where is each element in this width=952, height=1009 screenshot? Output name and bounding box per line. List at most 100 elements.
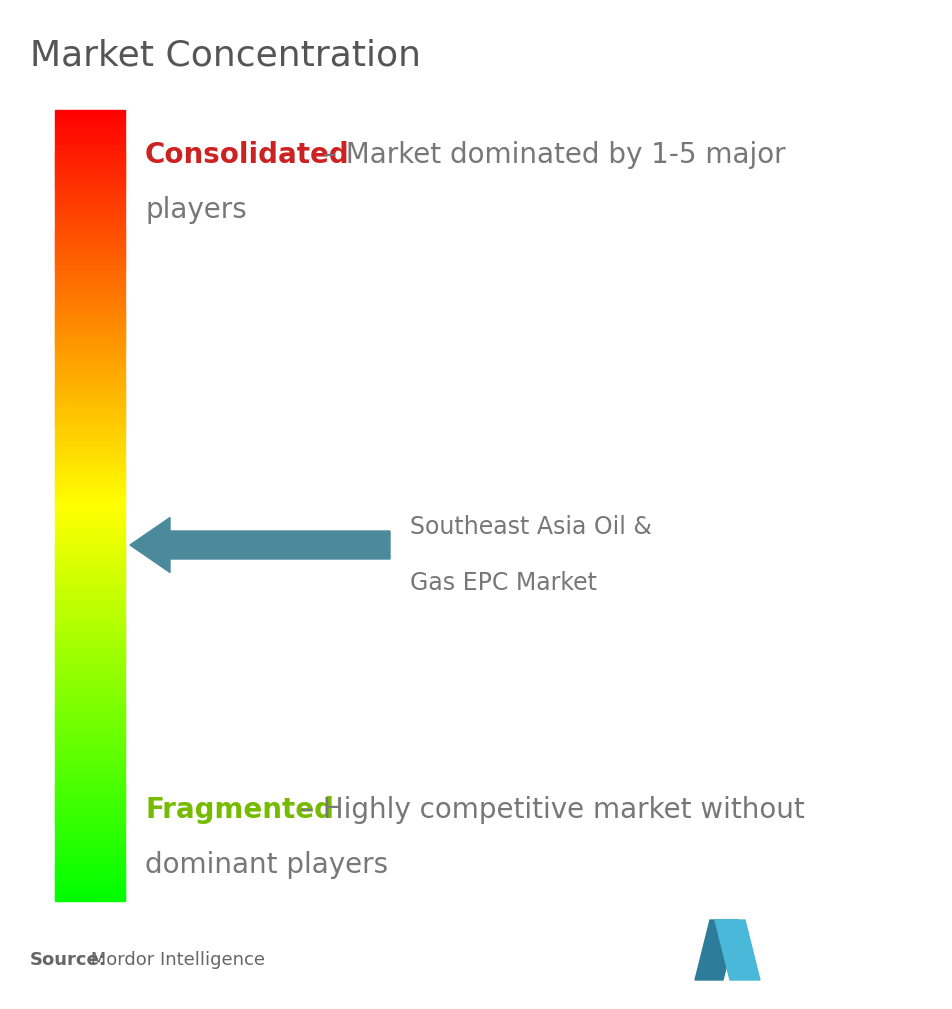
Bar [55,448,125,450]
Bar [55,230,125,233]
Bar [55,671,125,673]
Bar [55,209,125,211]
Bar [55,292,125,295]
Bar [55,558,125,561]
Bar [55,712,125,714]
Bar [55,531,125,533]
Bar [55,657,125,660]
Bar [55,851,125,853]
Bar [55,420,125,423]
Bar [55,716,125,718]
Bar [55,244,125,247]
FancyArrow shape [130,518,390,572]
Bar [55,554,125,557]
Bar [55,840,125,844]
Bar [55,566,125,569]
Bar [55,843,125,846]
Bar [55,884,125,887]
Bar [55,834,125,837]
Bar [55,742,125,745]
Bar [55,436,125,438]
Bar [55,865,125,867]
Bar [55,314,125,316]
Bar [55,112,125,114]
Bar [55,551,125,553]
Bar [55,284,125,287]
Bar [55,594,125,596]
Bar [55,793,125,796]
Bar [55,700,125,703]
Bar [55,501,125,503]
Bar [55,195,125,198]
Bar [55,863,125,865]
Bar [55,888,125,891]
Bar [55,533,125,535]
Bar [55,748,125,751]
Bar [55,499,125,501]
Bar [55,459,125,462]
Bar [55,511,125,514]
Bar [55,873,125,875]
Text: dominant players: dominant players [145,851,388,879]
Bar [55,172,125,174]
Bar [55,634,125,636]
Bar [55,640,125,642]
Bar [55,174,125,176]
Bar [55,744,125,747]
Bar [55,685,125,687]
Bar [55,620,125,622]
Bar [55,677,125,679]
Bar [55,825,125,827]
Bar [55,764,125,766]
Bar [55,892,125,895]
Bar [55,740,125,743]
Text: – Market dominated by 1-5 major: – Market dominated by 1-5 major [323,141,785,169]
Bar [55,300,125,302]
Bar [55,519,125,522]
Bar [55,737,125,739]
Bar [55,728,125,731]
Bar [55,116,125,118]
Bar [55,454,125,456]
Bar [55,638,125,640]
Bar [55,547,125,549]
Bar [55,128,125,130]
Bar [55,543,125,545]
Bar [55,768,125,770]
Bar [55,418,125,421]
Bar [55,487,125,489]
Bar [55,626,125,628]
Bar [55,401,125,403]
Bar [55,331,125,334]
Bar [55,503,125,506]
Bar [55,560,125,563]
Bar [55,403,125,405]
Bar [55,225,125,227]
Bar [55,772,125,774]
Bar [55,355,125,357]
Bar [55,722,125,724]
Bar [55,669,125,671]
Bar [55,258,125,260]
Bar [55,495,125,497]
Bar [55,830,125,833]
Bar [55,329,125,332]
Bar [55,290,125,293]
Bar [55,438,125,440]
Bar [55,489,125,491]
Bar [55,339,125,342]
Bar [55,832,125,835]
Bar [55,869,125,871]
Bar [55,726,125,728]
Bar [55,515,125,518]
Bar [55,733,125,735]
Bar [55,227,125,229]
Bar [55,199,125,202]
Bar [55,215,125,217]
Bar [55,750,125,753]
Bar [55,720,125,722]
Bar [55,203,125,205]
Bar [55,838,125,842]
Bar [55,497,125,499]
Bar [55,797,125,800]
